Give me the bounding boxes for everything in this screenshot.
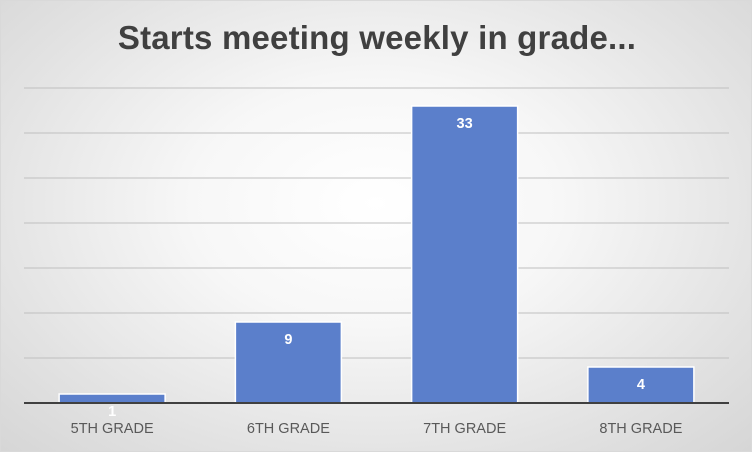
data-label: 4 [637,377,645,393]
bar [234,321,343,404]
x-tick-label: 7TH GRADE [423,421,506,437]
x-tick-label: 5TH GRADE [71,421,154,437]
x-tick-label: 6TH GRADE [247,421,330,437]
bar [58,393,166,404]
bars [58,105,695,404]
gridlines [24,87,729,359]
data-label: 1 [108,404,116,420]
data-label: 9 [284,332,292,348]
data-label: 33 [457,116,473,132]
chart-title: Starts meeting weekly in grade... [117,19,637,56]
bar [410,105,519,404]
x-tick-label: 8TH GRADE [599,421,682,437]
